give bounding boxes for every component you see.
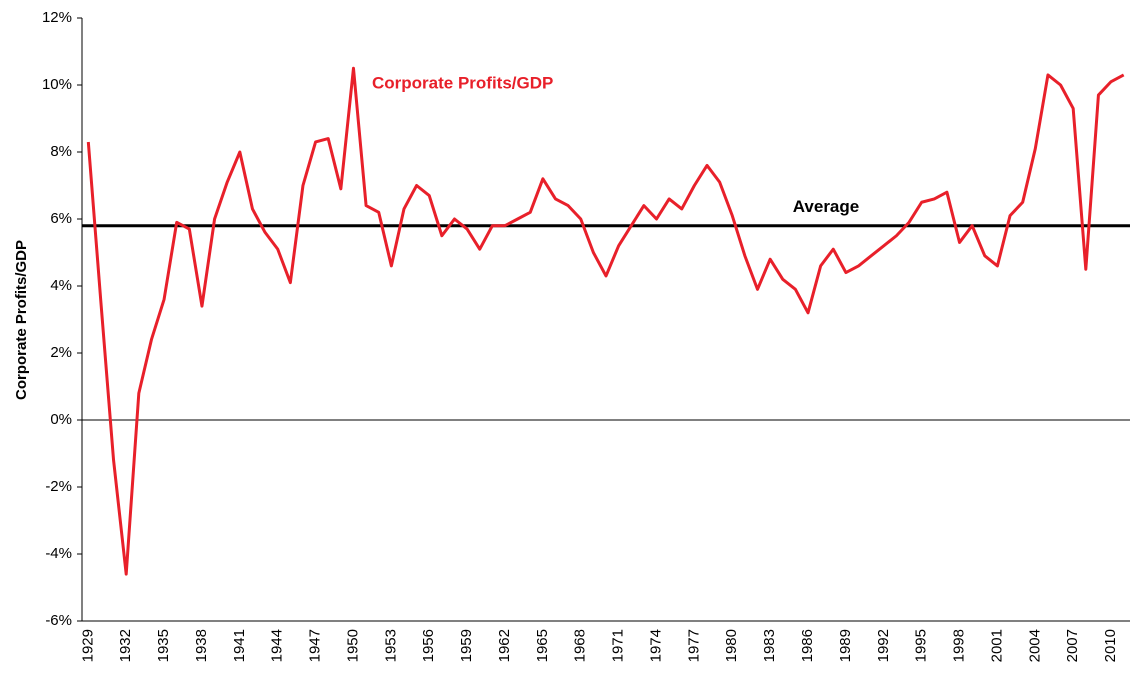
x-tick-label: 1944 <box>269 629 286 662</box>
series-line <box>86 66 1125 576</box>
x-tick-label: 1992 <box>875 629 892 662</box>
x-tick-label: 1950 <box>344 629 361 662</box>
x-tick-label: 1986 <box>799 629 816 662</box>
y-tick-label: -2% <box>45 478 72 495</box>
y-tick-label: -6% <box>45 612 72 629</box>
series-label: Corporate Profits/GDP <box>372 73 553 92</box>
x-tick-label: 1965 <box>534 629 551 662</box>
x-tick-label: 2010 <box>1102 629 1119 662</box>
x-tick-label: 1938 <box>193 629 210 662</box>
y-tick-label: 12% <box>42 9 72 26</box>
y-axis-title: Corporate Profits/GDP <box>13 240 30 400</box>
x-tick-label: 2007 <box>1064 629 1081 662</box>
x-tick-label: 1977 <box>685 629 702 662</box>
x-tick-label: 1929 <box>79 629 96 662</box>
y-tick-label: 10% <box>42 76 72 93</box>
x-tick-label: 1959 <box>458 629 475 662</box>
x-tick-label: 1953 <box>382 629 399 662</box>
x-tick-label: 1935 <box>155 629 172 662</box>
y-tick-label: 8% <box>50 143 72 160</box>
x-tick-label: 1983 <box>761 629 778 662</box>
average-label: Average <box>793 197 859 216</box>
y-tick-label: 2% <box>50 344 72 361</box>
x-tick-label: 1974 <box>647 629 664 662</box>
x-tick-label: 1989 <box>837 629 854 662</box>
y-tick-label: 4% <box>50 277 72 294</box>
y-tick-label: 6% <box>50 210 72 227</box>
x-tick-label: 1968 <box>572 629 589 662</box>
x-tick-label: 2004 <box>1026 629 1043 662</box>
x-tick-label: 1932 <box>117 629 134 662</box>
x-tick-label: 1947 <box>307 629 324 662</box>
x-tick-label: 1962 <box>496 629 513 662</box>
x-tick-label: 1995 <box>913 629 930 662</box>
y-tick-label: 0% <box>50 411 72 428</box>
y-tick-label: -4% <box>45 545 72 562</box>
x-tick-label: 1941 <box>231 629 248 662</box>
x-tick-label: 1998 <box>951 629 968 662</box>
x-tick-label: 1956 <box>420 629 437 662</box>
x-tick-label: 1980 <box>723 629 740 662</box>
x-tick-label: 2001 <box>988 629 1005 662</box>
x-tick-label: 1971 <box>610 629 627 662</box>
